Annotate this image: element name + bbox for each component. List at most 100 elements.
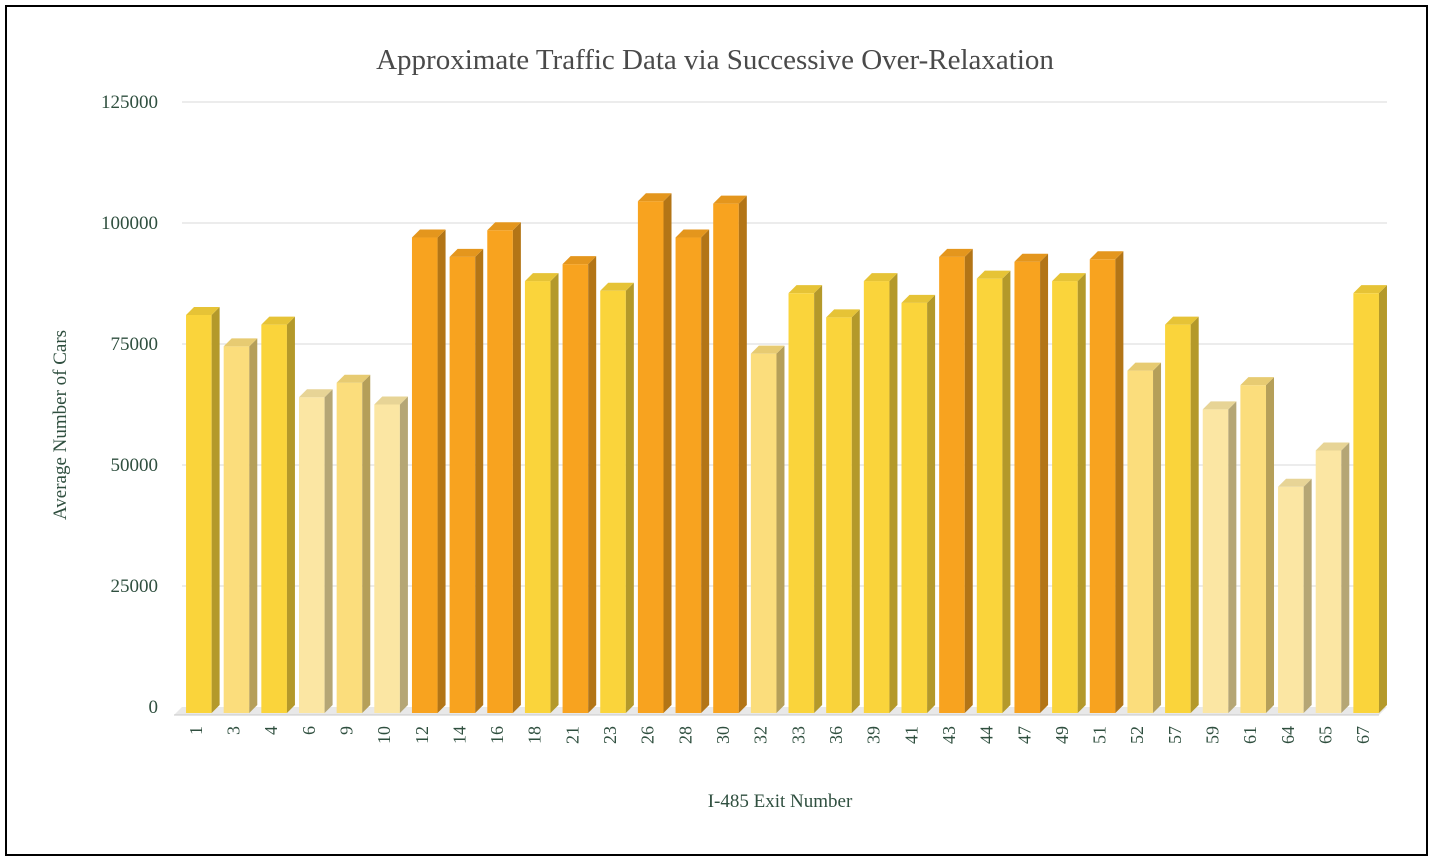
bar-side [1115,251,1124,714]
bar-side [399,396,408,713]
bar-top [788,285,823,294]
bar-side [1002,270,1011,713]
bar-side [663,193,672,714]
x-tick-label: 39 [864,726,884,744]
bar-side [776,345,785,713]
bar-front [1089,259,1116,713]
bar-front [487,230,513,713]
bar-top [826,309,860,318]
bar-side [437,229,446,713]
bar [1127,362,1162,713]
y-tick-label: 100000 [101,213,158,234]
bar-front [1315,450,1342,713]
bar-side [851,309,860,713]
bar [524,273,559,713]
bar [600,282,634,713]
bar-front [562,264,589,713]
x-tick-label: 61 [1240,726,1260,744]
x-tick-label: 49 [1052,726,1072,744]
bar-front [713,203,739,713]
bar-top [1127,362,1162,371]
bar-front [788,293,815,713]
bar-side [1266,377,1275,713]
bar-front [524,281,551,713]
x-axis-ticks: 1 3 4 6 9 10 12 14 16 18 21 23 26 28 30 32 33 36 39 41 43 44 4… [186,726,1373,744]
y-tick-label: 25000 [111,576,159,597]
x-tick-label: 59 [1203,726,1223,744]
y-tick-label: 125000 [101,92,158,113]
bar-side [588,256,597,713]
bar-front [411,237,438,713]
bar-top [675,229,710,238]
x-tick-label: 26 [638,726,658,744]
x-tick-label: 21 [562,726,582,744]
bar-side [625,282,634,713]
bar-front [600,290,626,713]
x-tick-label: 43 [939,726,959,744]
bar-side [701,229,710,713]
bar-side [249,338,258,713]
bar [449,248,484,713]
x-tick-label: 52 [1127,726,1147,744]
y-axis-ticks: 0 25000 50000 75000 100000 125000 [101,92,158,718]
bar-front [1278,486,1304,713]
bar-front [223,346,250,713]
bar-top [186,306,220,315]
bar-side [1040,253,1049,713]
x-tick-label: 23 [600,726,620,744]
bar [675,229,710,713]
bar-side [475,248,484,713]
bar-side [814,285,823,713]
x-tick-label: 18 [525,726,545,744]
x-tick-label: 30 [713,726,733,744]
y-axis-title: Average Number of Cars [50,330,71,520]
bar-front [1014,261,1041,713]
bar-top [524,273,559,282]
x-axis-title: I-485 Exit Number [708,791,853,812]
bar [1165,316,1199,713]
bar-front [976,278,1003,713]
x-tick-label: 36 [826,726,846,744]
x-tick-label: 9 [336,726,356,735]
bar-top [374,396,408,405]
bar-side [1341,442,1350,713]
x-tick-label: 57 [1165,726,1185,744]
bar [562,256,597,713]
bar-top [1052,273,1086,282]
bar-top [1165,316,1199,325]
bar [1240,377,1275,713]
bar [788,285,823,713]
bar-side [286,316,295,713]
bar-side [550,273,559,713]
bar-top [1315,442,1350,451]
x-tick-label: 64 [1278,726,1298,744]
bar-front [336,382,363,713]
x-tick-label: 67 [1353,726,1373,744]
bar [901,294,936,713]
x-tick-label: 14 [449,726,469,744]
bar-top [750,345,785,354]
bar [863,273,898,713]
bar [411,229,446,713]
bar-top [1202,401,1237,410]
x-tick-label: 10 [374,726,394,744]
bar [939,248,973,713]
x-tick-label: 28 [675,726,695,744]
bar-side [211,306,220,713]
bar [298,389,333,713]
bar-top [600,282,634,291]
bar-front [298,397,325,713]
bar-side [964,248,973,713]
x-tick-label: 4 [261,726,281,735]
x-tick-label: 1 [186,726,206,735]
bar-side [889,273,898,713]
bar-front [1353,293,1379,713]
x-tick-label: 12 [412,726,432,744]
x-tick-label: 6 [299,726,319,735]
x-tick-label: 32 [751,726,771,744]
bar [1278,478,1312,713]
bar-top [1014,253,1049,262]
bar [976,270,1011,713]
bar-side [1190,316,1199,713]
